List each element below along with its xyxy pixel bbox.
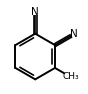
Text: CH₃: CH₃ — [62, 72, 79, 81]
Text: N: N — [31, 7, 39, 17]
Text: N: N — [70, 29, 78, 39]
